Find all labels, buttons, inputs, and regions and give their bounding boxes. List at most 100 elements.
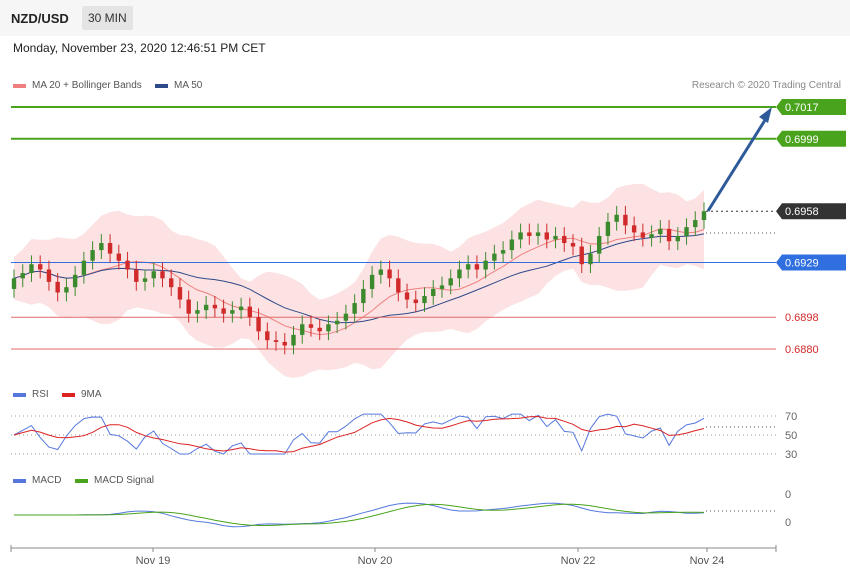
candle-body: [81, 260, 87, 275]
rsi-ma-line: [13, 415, 705, 453]
candle-body: [116, 253, 122, 261]
candle-body: [238, 306, 244, 311]
legend-ma50-label: MA 50: [174, 80, 203, 91]
candle-body: [300, 324, 305, 335]
x-tick-label-3: Nov 24: [690, 555, 725, 567]
candle-body: [640, 232, 646, 238]
candle-body: [570, 243, 576, 247]
candle-body: [396, 278, 401, 293]
candle-body: [221, 308, 226, 314]
pair-symbol[interactable]: NZD/USD: [11, 11, 69, 26]
level-label-0.6929: 0.6929: [785, 257, 819, 269]
level-tag-0.6999: [776, 130, 846, 147]
candle-body: [614, 214, 619, 222]
level-label-0.6880: 0.6880: [785, 344, 819, 356]
candle-body: [675, 235, 680, 242]
candle-body: [256, 317, 261, 332]
candle-body: [291, 334, 296, 346]
macd-swatch: [13, 478, 26, 483]
candle-body: [352, 303, 357, 314]
level-label-0.6958: 0.6958: [785, 206, 819, 218]
x-tick-label-0: Nov 19: [136, 555, 171, 567]
macd-level-label-0: 0: [785, 489, 791, 501]
level-tag-0.7017: [776, 99, 846, 115]
candle-body: [439, 285, 445, 289]
candle-body: [273, 340, 279, 342]
forecast-arrow-head: [759, 107, 772, 123]
rsi-level-label-30: 30: [785, 449, 797, 461]
candle-body: [413, 299, 418, 304]
candle-body: [142, 278, 148, 282]
candle-body: [483, 260, 488, 270]
candle-body: [203, 304, 209, 311]
candle-body: [474, 264, 480, 270]
candle-body: [90, 250, 95, 261]
legend-rsi-label: RSI: [32, 389, 49, 400]
candle-body: [535, 232, 541, 236]
candle-body: [378, 269, 384, 275]
candle-body: [631, 225, 637, 233]
legend-rsi-ma-label: 9MA: [81, 389, 102, 400]
legend-rsi-ma: 9MA: [62, 389, 102, 400]
bollinger-band: [14, 183, 704, 378]
candle-body: [465, 264, 471, 270]
candle-body: [518, 232, 523, 240]
rsi-ma-swatch: [62, 392, 75, 397]
candle-body: [387, 269, 392, 279]
candle-body: [125, 260, 130, 270]
candle-body: [334, 320, 340, 325]
candle-body: [160, 271, 165, 279]
candle-body: [308, 324, 314, 328]
candle-body: [317, 327, 322, 332]
candle-body: [38, 264, 43, 270]
legend-ma50: MA 50: [155, 80, 202, 91]
candle-body: [247, 306, 253, 318]
candle-body: [404, 292, 410, 300]
candle-body: [20, 273, 25, 279]
candle-body: [343, 313, 349, 321]
candle-body: [134, 269, 139, 282]
x-tick-label-1: Nov 20: [358, 555, 393, 567]
candle-body: [169, 278, 174, 288]
legend-macd-signal: MACD Signal: [75, 475, 154, 486]
candle-body: [212, 304, 218, 309]
macd-level-label-1: 0: [785, 517, 791, 529]
candle-body: [151, 271, 156, 279]
timeframe-badge[interactable]: 30 MIN: [82, 6, 133, 30]
candle-body: [448, 278, 453, 286]
rsi-level-label-50: 50: [785, 430, 797, 442]
header-bar: [0, 0, 850, 36]
candle-body: [29, 264, 34, 274]
level-label-0.6999: 0.6999: [785, 134, 819, 146]
ma20-swatch: [13, 83, 26, 88]
legend-macd-signal-label: MACD Signal: [94, 475, 155, 486]
x-tick-label-2: Nov 22: [561, 555, 596, 567]
candle-body: [457, 269, 462, 279]
candle-body: [509, 239, 515, 251]
level-label-0.7017: 0.7017: [785, 102, 819, 114]
credit-text: Research © 2020 Trading Central: [691, 80, 841, 91]
legend-ma20-label: MA 20 + Bollinger Bands: [32, 80, 142, 91]
candles: [11, 202, 707, 355]
rsi-swatch: [13, 392, 26, 397]
level-tag-0.6958: [776, 203, 846, 220]
candle-body: [55, 281, 60, 293]
candle-body: [596, 235, 602, 254]
candle-body: [64, 287, 69, 293]
candle-body: [11, 278, 17, 289]
candle-body: [186, 299, 191, 314]
candle-body: [431, 288, 436, 297]
macd-signal-swatch: [75, 478, 88, 483]
legend-ma20: MA 20 + Bollinger Bands: [13, 80, 142, 91]
candle-body: [527, 232, 532, 236]
macd-line: [14, 502, 705, 528]
candle-body: [282, 341, 287, 346]
candle-body: [99, 243, 104, 251]
candle-body: [684, 227, 689, 236]
candle-body: [46, 269, 52, 282]
candle-body: [230, 310, 235, 314]
candle-body: [553, 235, 558, 240]
candle-body: [658, 228, 663, 235]
candle-body: [500, 250, 506, 254]
